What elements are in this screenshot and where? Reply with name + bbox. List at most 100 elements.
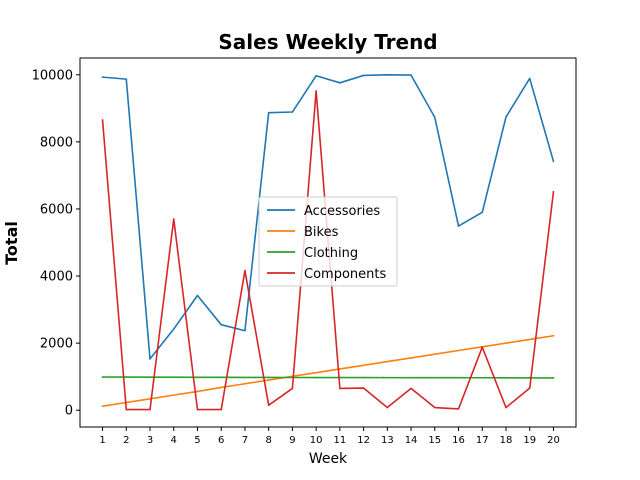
data-point-accessories <box>101 76 104 78</box>
data-point-bikes <box>244 382 246 385</box>
data-point-bikes <box>172 394 175 396</box>
y-axis-label: Total <box>2 221 21 265</box>
x-tick-label: 15 <box>428 435 441 446</box>
data-point-components <box>552 191 555 193</box>
data-point-bikes <box>433 353 436 356</box>
data-point-clothing <box>315 376 317 379</box>
y-tick-label: 2000 <box>40 337 73 352</box>
data-point-accessories <box>220 323 223 326</box>
data-point-clothing <box>172 376 175 378</box>
x-tick-label: 10 <box>310 435 323 446</box>
data-point-clothing <box>149 376 151 378</box>
x-axis-label: Week <box>309 451 348 467</box>
data-point-components <box>410 387 412 390</box>
data-point-bikes <box>528 338 531 341</box>
y-tick-label: 8000 <box>40 135 73 150</box>
x-tick-label: 5 <box>194 435 200 446</box>
legend-box <box>258 196 398 287</box>
legend-label: Clothing <box>304 246 358 261</box>
data-point-bikes <box>196 390 199 393</box>
data-point-clothing <box>552 377 555 379</box>
x-tick-label: 3 <box>147 435 153 446</box>
data-point-clothing <box>386 376 389 379</box>
x-tick-label: 6 <box>218 435 224 446</box>
x-tick-label: 2 <box>123 435 129 446</box>
data-point-clothing <box>125 376 128 378</box>
x-tick-label: 8 <box>265 435 271 446</box>
plot-frame <box>79 57 577 428</box>
data-point-accessories <box>362 74 365 77</box>
x-tick-label: 11 <box>333 435 346 446</box>
data-point-accessories <box>267 111 270 114</box>
legend-label: Components <box>304 267 386 282</box>
data-point-accessories <box>125 78 128 80</box>
data-point-components <box>125 408 128 411</box>
data-point-accessories <box>457 225 460 227</box>
data-point-accessories <box>149 358 151 360</box>
series-line-clothing <box>101 376 555 379</box>
data-point-bikes <box>457 349 460 352</box>
data-point-bikes <box>149 398 151 400</box>
x-tick-label: 14 <box>405 435 418 446</box>
data-point-clothing <box>362 376 365 379</box>
x-tick-label: 4 <box>171 435 177 446</box>
data-point-accessories <box>505 116 507 118</box>
data-point-clothing <box>410 376 412 379</box>
x-tick-label: 17 <box>476 435 489 446</box>
data-point-accessories <box>172 328 175 330</box>
data-point-bikes <box>339 368 341 370</box>
data-point-bikes <box>386 360 389 363</box>
data-point-components <box>457 408 460 410</box>
legend-label: Accessories <box>304 204 380 219</box>
x-tick-label: 19 <box>523 435 536 446</box>
data-point-components <box>339 387 341 390</box>
data-point-clothing <box>457 376 460 379</box>
data-point-clothing <box>196 376 199 379</box>
x-tick-label: 9 <box>289 435 295 446</box>
data-point-components <box>528 387 531 389</box>
data-point-bikes <box>101 405 104 408</box>
data-point-components <box>267 404 270 406</box>
data-point-accessories <box>196 294 199 297</box>
data-point-clothing <box>101 376 104 378</box>
y-tick-label: 10000 <box>32 68 73 83</box>
data-point-bikes <box>315 371 317 374</box>
data-point-bikes <box>410 357 412 359</box>
data-point-clothing <box>505 377 507 379</box>
x-tick-label: 18 <box>500 435 513 446</box>
data-point-components <box>481 346 484 348</box>
data-point-components <box>196 408 199 411</box>
x-tick-label: 20 <box>547 435 560 446</box>
data-point-bikes <box>362 364 365 367</box>
data-point-components <box>505 406 507 409</box>
data-point-accessories <box>315 74 317 77</box>
series-line-accessories <box>101 73 555 360</box>
data-point-components <box>149 408 151 411</box>
data-point-components <box>101 119 104 121</box>
data-point-clothing <box>220 376 223 379</box>
data-point-clothing <box>481 376 484 379</box>
data-point-accessories <box>528 77 531 80</box>
data-point-accessories <box>291 111 294 113</box>
data-point-accessories <box>244 329 246 332</box>
y-tick-label: 0 <box>65 404 73 419</box>
data-point-bikes <box>220 386 223 389</box>
x-tick-label: 12 <box>357 435 370 446</box>
data-point-components <box>220 408 223 411</box>
data-point-bikes <box>505 342 507 344</box>
data-point-accessories <box>481 211 484 214</box>
y-tick-label: 4000 <box>40 270 73 285</box>
legend-label: Bikes <box>304 225 339 240</box>
data-point-components <box>291 387 294 390</box>
data-point-components <box>386 406 389 409</box>
data-point-bikes <box>267 379 270 381</box>
data-point-components <box>244 269 246 272</box>
data-point-components <box>172 218 175 220</box>
data-point-clothing <box>244 376 246 379</box>
x-tick-label: 13 <box>381 435 394 446</box>
data-point-accessories <box>410 74 412 76</box>
x-tick-label: 16 <box>452 435 465 446</box>
data-point-components <box>362 387 365 389</box>
data-point-components <box>315 90 317 92</box>
